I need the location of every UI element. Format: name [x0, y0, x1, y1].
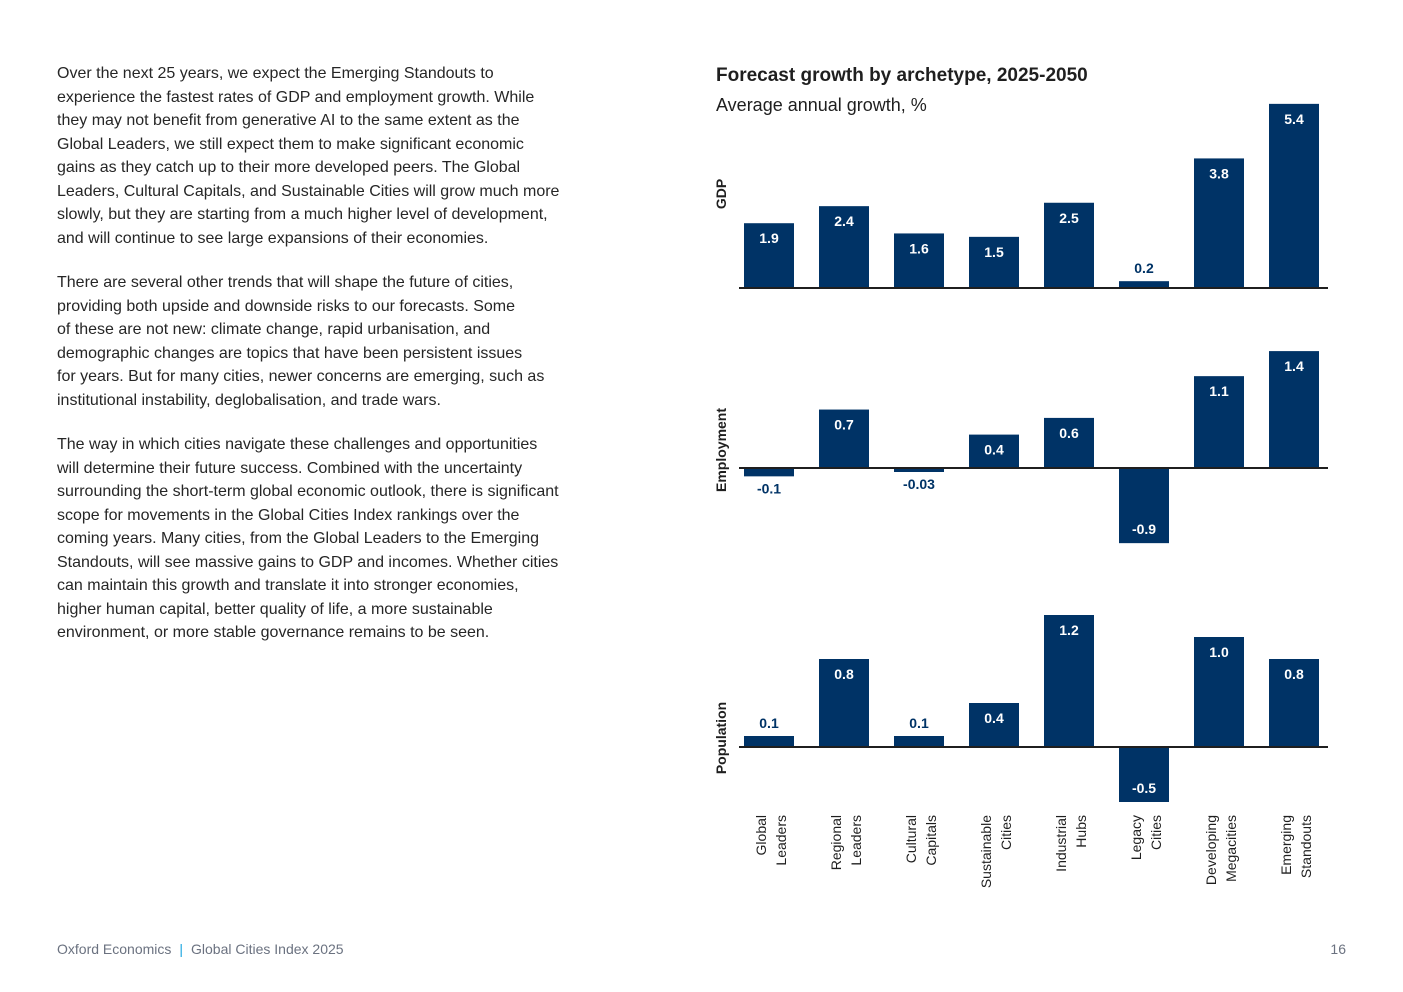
bar — [1119, 747, 1169, 802]
bar — [969, 236, 1019, 288]
bar — [1194, 376, 1244, 468]
category-label-line: Megacities — [1223, 815, 1239, 882]
data-label: 0.7 — [834, 417, 854, 433]
category-label: Sustainable Cities — [978, 815, 1014, 888]
category-label: Cultural Capitals — [903, 815, 939, 866]
data-label: 0.1 — [909, 715, 929, 731]
category-label-line: Industrial — [1053, 815, 1069, 872]
data-label: 3.8 — [1209, 165, 1229, 181]
bar — [894, 233, 944, 288]
body-paragraph: Over the next 25 years, we expect the Em… — [57, 65, 560, 247]
chart-panels: 1.9 2.4 1.6 1.5 2.5 0.2 3.8 5.4 GDP -0.1 0.7 -0.03 0… — [713, 103, 1328, 802]
page-number: 16 — [1330, 941, 1346, 957]
bar — [1119, 281, 1169, 288]
category-label: Regional Leaders — [828, 815, 864, 870]
data-label: 0.6 — [1059, 425, 1079, 441]
bar — [1194, 637, 1244, 747]
category-label-line: Cities — [1148, 815, 1164, 850]
data-label: 2.4 — [834, 213, 854, 229]
data-label: 0.4 — [984, 710, 1004, 726]
category-label-line: Leaders — [848, 815, 864, 866]
footer: Oxford Economics | Global Cities Index 202… — [57, 941, 344, 957]
panel-label: Employment — [713, 408, 729, 492]
category-label: Global Leaders — [753, 815, 789, 866]
bar — [819, 409, 869, 468]
chart-subtitle: Average annual growth, % — [716, 95, 927, 115]
footer-separator: | — [179, 941, 184, 957]
data-label: 1.5 — [984, 244, 1004, 260]
data-label: -0.03 — [903, 476, 935, 492]
data-label: 0.8 — [1284, 666, 1304, 682]
category-label-line: Regional — [828, 815, 844, 870]
data-label: 1.9 — [759, 230, 779, 246]
data-label: 0.2 — [1134, 260, 1154, 276]
bar — [1269, 351, 1319, 468]
category-label: Industrial Hubs — [1053, 815, 1089, 872]
category-label: Legacy Cities — [1128, 815, 1164, 860]
bar — [1044, 615, 1094, 747]
bar — [819, 206, 869, 288]
body-paragraph: There are several other trends that will… — [57, 274, 545, 409]
data-label: 1.0 — [1209, 644, 1229, 660]
category-label: Developing Megacities — [1203, 815, 1239, 885]
bar — [744, 223, 794, 288]
category-labels: Global Leaders Regional Leaders Cultural Capi… — [753, 815, 1314, 888]
category-label-line: Standouts — [1298, 815, 1314, 878]
data-label: 5.4 — [1284, 111, 1304, 127]
footer-publisher: Oxford Economics — [57, 941, 172, 957]
body-paragraph: The way in which cities navigate these c… — [57, 436, 559, 641]
data-label: 1.4 — [1284, 358, 1304, 374]
bar — [1044, 202, 1094, 288]
category-label-line: Capitals — [923, 815, 939, 866]
data-label: -0.5 — [1132, 780, 1156, 796]
panel-label: Population — [713, 702, 729, 774]
data-label: 0.8 — [834, 666, 854, 682]
category-label-line: Legacy — [1128, 815, 1144, 860]
bar — [894, 736, 944, 747]
category-label-line: Leaders — [773, 815, 789, 866]
panel-gdp: 1.9 2.4 1.6 1.5 2.5 0.2 3.8 5.4 GDP — [713, 103, 1328, 289]
bar — [744, 736, 794, 747]
forecast-growth-chart: Forecast growth by archetype, 2025-2050 … — [713, 65, 1328, 888]
category-label-line: Developing — [1203, 815, 1219, 885]
data-label: -0.9 — [1132, 521, 1156, 537]
category-label-line: Cities — [998, 815, 1014, 850]
bar — [819, 659, 869, 747]
bar — [969, 703, 1019, 747]
bar — [1269, 103, 1319, 288]
bar — [894, 468, 944, 472]
bar — [1044, 417, 1094, 468]
data-label: 2.5 — [1059, 210, 1079, 226]
panel-population: 0.1 0.8 0.1 0.4 1.2 -0.5 1.0 0.8 Population — [713, 615, 1328, 802]
category-label: Emerging Standouts — [1278, 815, 1314, 878]
body-text: Over the next 25 years, we expect the Em… — [57, 62, 652, 666]
category-label-line: Hubs — [1073, 815, 1089, 848]
category-label-line: Cultural — [903, 815, 919, 863]
footer-report: Global Cities Index 2025 — [191, 941, 344, 957]
panel-label: GDP — [713, 179, 729, 209]
category-label-line: Emerging — [1278, 815, 1294, 875]
bar — [744, 468, 794, 477]
category-label-line: Global — [753, 815, 769, 855]
bar — [1269, 659, 1319, 747]
data-label: 1.2 — [1059, 622, 1079, 638]
panel-employment: -0.1 0.7 -0.03 0.4 0.6 -0.9 1.1 1.4 Employment — [713, 351, 1328, 544]
chart-title: Forecast growth by archetype, 2025-2050 — [716, 65, 1088, 86]
data-label: 1.1 — [1209, 383, 1229, 399]
bar — [1194, 158, 1244, 288]
data-label: 0.4 — [984, 442, 1004, 458]
category-label-line: Sustainable — [978, 815, 994, 888]
data-label: -0.1 — [757, 480, 781, 496]
bar — [969, 434, 1019, 468]
bar — [1119, 468, 1169, 544]
data-label: 1.6 — [909, 240, 929, 256]
data-label: 0.1 — [759, 715, 779, 731]
